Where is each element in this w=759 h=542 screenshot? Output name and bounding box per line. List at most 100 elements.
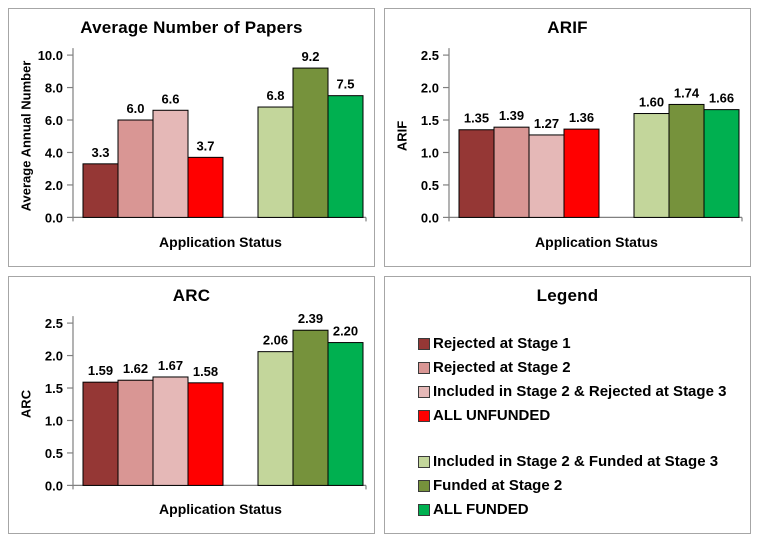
legend-title: Legend (536, 285, 599, 305)
legend-item-label: Included in Stage 2 & Rejected at Stage … (433, 383, 727, 400)
legend-item-label: ALL UNFUNDED (433, 407, 551, 424)
bar (257, 350, 294, 486)
bar (703, 109, 740, 218)
legend-item: ALL FUNDED (418, 498, 750, 522)
bar-value-label: 1.60 (639, 94, 664, 109)
bar (257, 106, 294, 218)
chart-panel-arif: ARIF ARIF 0.0 0.5 1.0 1.5 2.0 2.5 1.35 1.39 1.27… (384, 8, 751, 267)
bar-value-label: 7.5 (336, 77, 354, 92)
y-tick-label: 2.0 (45, 178, 63, 193)
y-tick-label: 10.0 (38, 48, 63, 63)
bar-value-label: 2.06 (263, 332, 288, 347)
bar (117, 119, 154, 218)
chart-title: ARC (172, 285, 211, 305)
bar-value-label: 1.39 (499, 108, 524, 123)
legend-panel: Legend Rejected at Stage 1 Rejected at St… (384, 275, 751, 534)
bar (152, 375, 189, 486)
legend-swatch (418, 503, 430, 516)
legend-item-label: Rejected at Stage 2 (433, 359, 571, 376)
legend-list: Rejected at Stage 1 Rejected at Stage 2 In… (385, 332, 750, 522)
y-tick-label: 0.0 (45, 478, 63, 493)
legend-item: Rejected at Stage 2 (418, 356, 750, 380)
legend-swatch (418, 479, 430, 492)
y-tick-label: 1.5 (421, 113, 439, 128)
legend-item-label: Included in Stage 2 & Funded at Stage 3 (433, 453, 719, 470)
bar (292, 67, 329, 218)
bar (327, 95, 364, 218)
bar (633, 113, 670, 218)
bar-value-label: 1.35 (464, 111, 489, 126)
y-tick-label: 2.0 (45, 348, 63, 363)
y-axis-label: ARIF (394, 120, 410, 152)
legend-swatch (418, 455, 430, 468)
y-tick-label: 8.0 (45, 81, 63, 96)
bar (292, 329, 329, 486)
y-tick-label: 0.5 (421, 178, 439, 193)
bar-value-label: 2.20 (333, 323, 358, 338)
bar-value-label: 3.3 (91, 145, 109, 160)
legend-item-label: ALL FUNDED (433, 501, 529, 518)
bar-value-label: 1.67 (158, 357, 183, 372)
bar (117, 379, 154, 486)
bar (563, 128, 600, 218)
x-axis-label: Application Status (159, 501, 282, 517)
legend-item: ALL UNFUNDED (418, 404, 750, 428)
bar (493, 126, 530, 218)
y-tick-label: 0.0 (421, 210, 439, 225)
y-tick-label: 0.5 (45, 445, 63, 460)
bar-value-label: 1.27 (534, 116, 559, 131)
x-axis-label: Application Status (535, 233, 658, 250)
y-tick-label: 2.0 (421, 81, 439, 96)
y-tick-label: 4.0 (45, 145, 63, 160)
legend-item-label: Funded at Stage 2 (433, 477, 563, 494)
legend-swatch (418, 337, 430, 350)
bar-value-label: 1.59 (88, 363, 113, 378)
bar (82, 381, 119, 486)
bar-value-label: 1.62 (123, 361, 148, 376)
bar-plot: 0.0 0.5 1.0 1.5 2.0 2.5 1.59 1.62 1.67 1.58 2.06 2.… (45, 311, 367, 493)
chart-panel-arc: ARC ARC 0.0 0.5 1.0 1.5 2.0 2.5 1.59 1.62 1.67 1.… (8, 275, 375, 534)
y-tick-label: 2.5 (45, 316, 63, 331)
y-tick-label: 1.0 (45, 413, 63, 428)
y-axis-label: ARC (18, 389, 34, 418)
chart-title: Average Number of Papers (80, 18, 303, 37)
bar-value-label: 1.36 (569, 110, 594, 125)
y-tick-label: 0.0 (45, 210, 63, 225)
y-tick-label: 1.0 (421, 145, 439, 160)
legend-swatch (418, 385, 430, 398)
y-tick-label: 1.5 (45, 381, 63, 396)
legend-swatch (418, 361, 430, 374)
bar-value-label: 6.6 (161, 91, 179, 106)
bar-value-label: 1.58 (193, 363, 218, 378)
legend-item: Included in Stage 2 & Rejected at Stage … (418, 380, 750, 404)
bar-value-label: 9.2 (301, 49, 319, 64)
bar-value-label: 1.74 (674, 85, 700, 100)
legend-swatch (418, 409, 430, 422)
bar (528, 134, 565, 218)
bar-plot: 0.0 0.5 1.0 1.5 2.0 2.5 1.35 1.39 1.27 1.36 1.60 1.… (421, 48, 743, 225)
chart-title: ARIF (547, 18, 588, 37)
bar (187, 381, 224, 486)
legend-item: Included in Stage 2 & Funded at Stage 3 (418, 450, 750, 474)
bar (187, 156, 224, 218)
bar-value-label: 6.8 (266, 88, 284, 103)
bar (458, 129, 495, 218)
legend-item: Rejected at Stage 1 (418, 332, 750, 356)
bar (152, 109, 189, 218)
bar-value-label: 6.0 (126, 101, 144, 116)
bar-value-label: 3.7 (196, 138, 214, 153)
x-axis-label: Application Status (159, 233, 282, 250)
bar-value-label: 2.39 (298, 311, 323, 326)
bar-plot: 0.0 2.0 4.0 6.0 8.0 10.0 3.3 6.0 6.6 3.7 6.8 9.2 7.5 (38, 48, 367, 225)
legend-item: Funded at Stage 2 (418, 474, 750, 498)
bar-value-label: 1.66 (709, 91, 734, 106)
y-axis-label: Average Annual Number (18, 60, 34, 212)
chart-panel-average-papers: Average Number of Papers Average Annual … (8, 8, 375, 267)
y-tick-label: 2.5 (421, 48, 439, 63)
legend-item-label: Rejected at Stage 1 (433, 335, 571, 352)
y-tick-label: 6.0 (45, 113, 63, 128)
bar (668, 103, 705, 218)
bar (82, 163, 119, 218)
bar (327, 341, 364, 486)
